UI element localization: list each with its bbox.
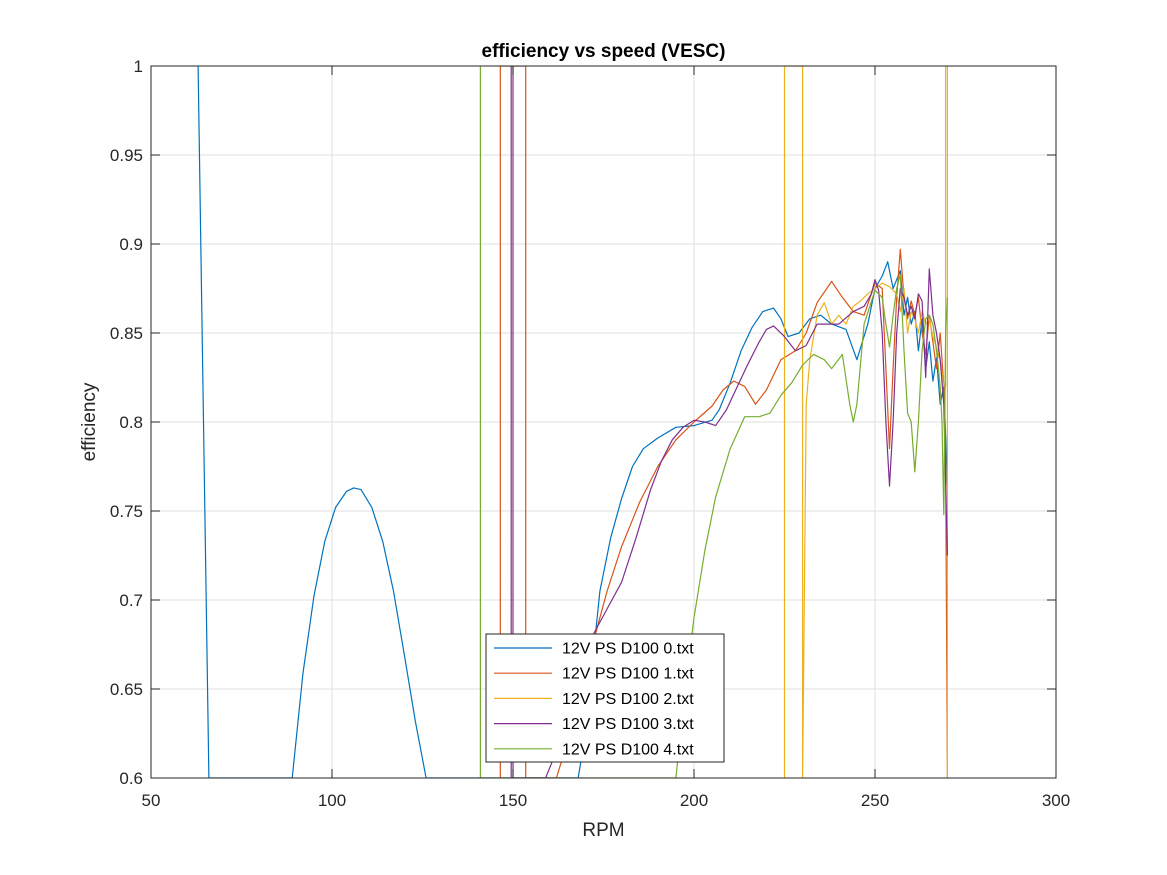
legend: 12V PS D100 0.txt 12V PS D100 1.txt 12V PS… (485, 633, 725, 763)
legend-entry: 12V PS D100 3.txt (562, 716, 694, 733)
legend-entry: 12V PS D100 1.txt (562, 666, 694, 683)
chart-title: efficiency vs speed (VESC) (482, 41, 726, 62)
x-tick-label: 250 (861, 791, 889, 810)
x-tick-label: 50 (142, 791, 161, 810)
series-lines (197, 66, 949, 778)
y-tick-label: 0.85 (110, 324, 143, 343)
y-tick-label: 0.95 (110, 146, 143, 165)
axis-ticks: 50 100 150 200 250 300 0.6 0.65 0.7 0.75 0.8 0.85 0.… (110, 57, 1070, 810)
x-axis-label: RPM (582, 820, 624, 841)
x-tick-label: 100 (318, 791, 346, 810)
x-tick-label: 200 (680, 791, 708, 810)
legend-entry: 12V PS D100 4.txt (562, 741, 694, 758)
legend-entry: 12V PS D100 2.txt (562, 691, 694, 708)
legend-entry: 12V PS D100 0.txt (562, 641, 694, 658)
y-axis-label: efficiency (79, 382, 100, 461)
y-tick-label: 0.65 (110, 680, 143, 699)
series-line-3 (510, 66, 948, 778)
series-line-1 (499, 66, 949, 778)
y-tick-label: 0.6 (119, 769, 143, 788)
y-tick-label: 0.9 (119, 235, 143, 254)
y-tick-label: 1 (134, 57, 143, 76)
y-tick-label: 0.7 (119, 591, 143, 610)
y-tick-label: 0.75 (110, 502, 143, 521)
series-line-4 (479, 66, 948, 778)
y-tick-label: 0.8 (119, 413, 143, 432)
x-tick-label: 150 (499, 791, 527, 810)
series-line-0 (197, 66, 948, 778)
x-tick-label: 300 (1042, 791, 1070, 810)
